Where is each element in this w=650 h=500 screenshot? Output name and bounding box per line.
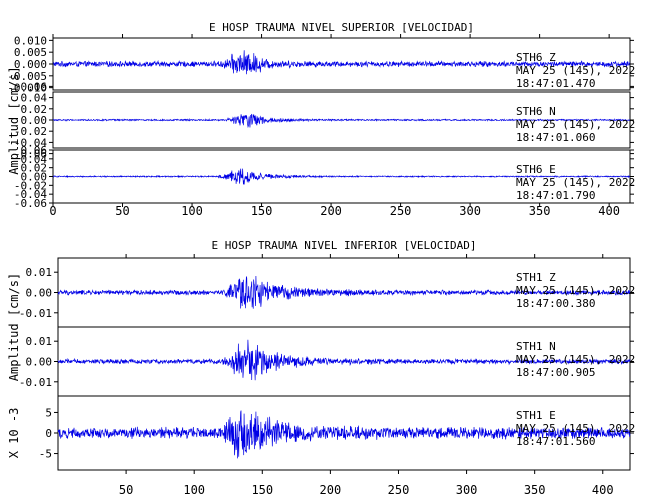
x-tick-label: 150 <box>251 204 273 218</box>
y-tick-label: -5 <box>39 448 52 461</box>
y-tick-label: 0.06 <box>21 144 48 157</box>
event-date-label: MAY 25 (145), 2022 <box>516 118 635 131</box>
chart-panel-2: E HOSP TRAUMA NIVEL INFERIOR [VELOCIDAD]… <box>7 239 635 497</box>
x-tick-label: 250 <box>390 204 412 218</box>
chart-title: E HOSP TRAUMA NIVEL INFERIOR [VELOCIDAD] <box>212 239 477 252</box>
y-tick-label: -0.06 <box>14 148 47 161</box>
y-tick-label: -0.01 <box>19 307 52 320</box>
x-tick-label: 350 <box>524 483 546 497</box>
y-tick-label: -0.02 <box>14 179 47 192</box>
x-tick-label: 200 <box>320 483 342 497</box>
station-component-label: STH1 Z <box>516 271 556 284</box>
waveform-line <box>57 276 631 309</box>
x-tick-label: 300 <box>456 483 478 497</box>
event-time-label: 18:47:01.560 <box>516 435 595 448</box>
waveform-line <box>52 168 631 185</box>
y-tick-label: 0.06 <box>21 80 48 93</box>
x-tick-label: 200 <box>320 204 342 218</box>
y-tick-label: 0.04 <box>21 153 48 166</box>
scale-factor-label: X 10 -3 <box>7 408 21 459</box>
x-tick-label: 350 <box>529 204 551 218</box>
station-component-label: STH6 E <box>516 163 556 176</box>
y-tick-label: -0.01 <box>19 376 52 389</box>
x-tick-label: 400 <box>598 204 620 218</box>
station-component-label: STH1 N <box>516 340 556 353</box>
x-tick-label: 100 <box>181 204 203 218</box>
station-component-label: STH6 Z <box>516 51 556 64</box>
x-tick-label: 150 <box>251 483 273 497</box>
event-date-label: MAY 25 (145), 2022 <box>516 353 635 366</box>
event-date-label: MAY 25 (145), 2022 <box>516 422 635 435</box>
event-time-label: 18:47:01.060 <box>516 131 595 144</box>
y-tick-label: -0.06 <box>14 197 47 210</box>
x-tick-label: 0 <box>49 204 56 218</box>
y-axis-label: Amplitud [cm/s] <box>7 273 21 381</box>
event-time-label: 18:47:00.905 <box>516 366 595 379</box>
y-tick-label: 0.01 <box>26 335 53 348</box>
waveform-line <box>57 339 631 381</box>
y-tick-label: 0 <box>45 427 52 440</box>
x-tick-label: 50 <box>115 204 129 218</box>
y-tick-label: 0.01 <box>26 266 53 279</box>
y-tick-label: 0.02 <box>21 162 48 175</box>
y-tick-label: 0.005 <box>14 46 47 59</box>
chart-panel-1: E HOSP TRAUMA NIVEL SUPERIOR [VELOCIDAD]… <box>7 21 635 218</box>
x-tick-label: 300 <box>459 204 481 218</box>
x-tick-label: 400 <box>592 483 614 497</box>
waveform-line <box>57 410 631 459</box>
y-tick-label: 0.00 <box>21 171 48 184</box>
x-tick-label: 50 <box>119 483 133 497</box>
y-tick-label: -0.010 <box>7 82 47 95</box>
event-time-label: 18:47:00.380 <box>516 297 595 310</box>
x-tick-label: 100 <box>183 483 205 497</box>
y-tick-label: 5 <box>45 406 52 419</box>
waveform-line <box>52 50 631 75</box>
y-tick-label: 0.02 <box>21 103 48 116</box>
y-tick-label: -0.04 <box>14 136 47 149</box>
event-time-label: 18:47:01.470 <box>516 77 595 90</box>
station-component-label: STH1 E <box>516 409 556 422</box>
chart-title: E HOSP TRAUMA NIVEL SUPERIOR [VELOCIDAD] <box>209 21 474 34</box>
event-date-label: MAY 25 (145), 2022 <box>516 64 635 77</box>
y-tick-label: 0.00 <box>21 114 48 127</box>
y-tick-label: -0.005 <box>7 70 47 83</box>
waveform-line <box>52 113 631 129</box>
y-tick-label: -0.02 <box>14 125 47 138</box>
y-tick-label: -0.04 <box>14 188 47 201</box>
y-tick-label: 0.04 <box>21 92 48 105</box>
event-time-label: 18:47:01.790 <box>516 189 595 202</box>
y-tick-label: 0.00 <box>26 356 53 369</box>
y-tick-label: 0.00 <box>26 287 53 300</box>
y-axis-label: Amplitud [cm/s] <box>7 66 21 174</box>
station-component-label: STH6 N <box>516 105 556 118</box>
y-tick-label: 0.000 <box>14 58 47 71</box>
event-date-label: MAY 25 (145), 2022 <box>516 176 635 189</box>
y-tick-label: 0.010 <box>14 34 47 47</box>
x-tick-label: 250 <box>388 483 410 497</box>
event-date-label: MAY 25 (145), 2022 <box>516 284 635 297</box>
